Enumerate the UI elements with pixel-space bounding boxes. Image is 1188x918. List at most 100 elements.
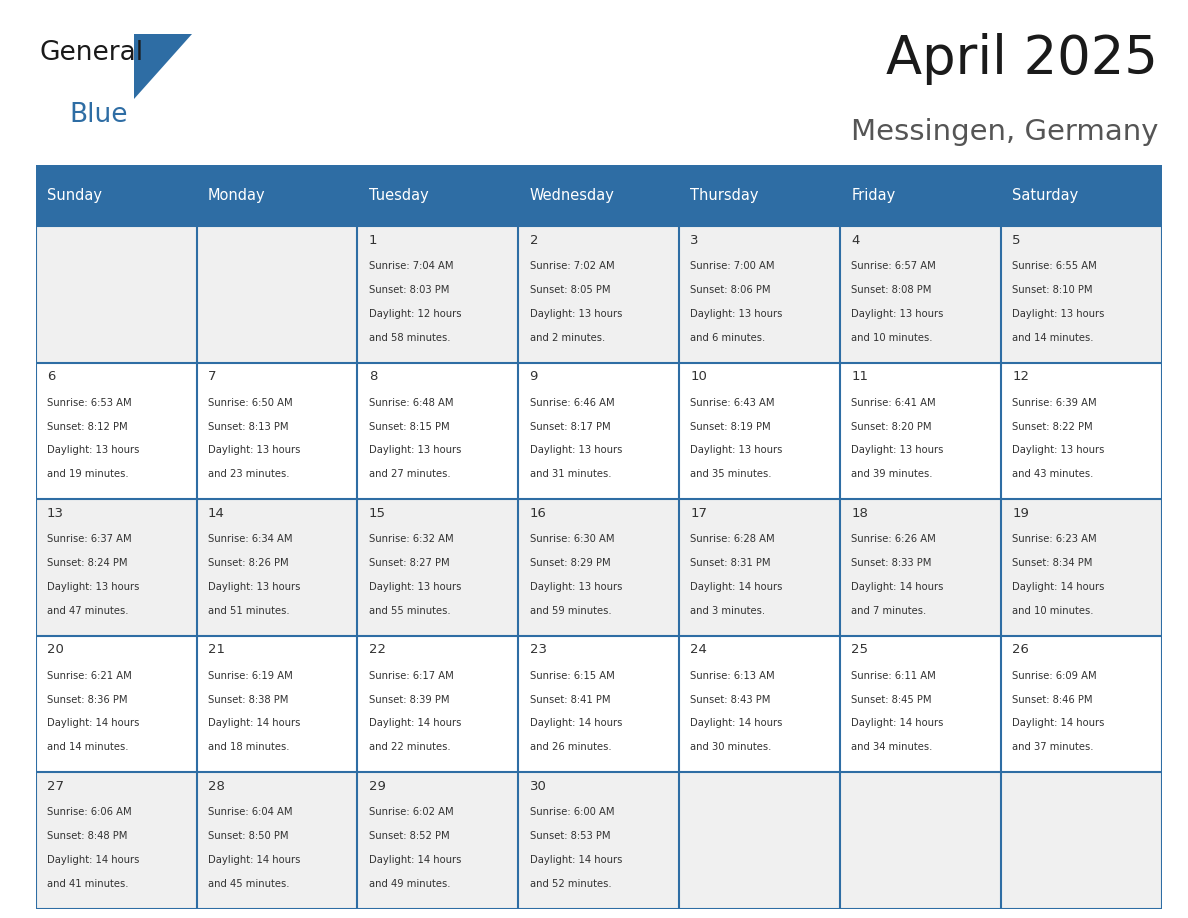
- Text: 30: 30: [530, 779, 546, 793]
- Bar: [36, 636, 1162, 772]
- Text: Thursday: Thursday: [690, 188, 759, 203]
- Text: and 51 minutes.: and 51 minutes.: [208, 606, 290, 616]
- Text: Sunset: 8:12 PM: Sunset: 8:12 PM: [46, 421, 127, 431]
- Text: Sunset: 8:10 PM: Sunset: 8:10 PM: [1012, 285, 1093, 295]
- Text: Daylight: 13 hours: Daylight: 13 hours: [46, 445, 139, 455]
- Text: Daylight: 14 hours: Daylight: 14 hours: [368, 719, 461, 729]
- Text: Daylight: 14 hours: Daylight: 14 hours: [368, 855, 461, 865]
- Text: Daylight: 14 hours: Daylight: 14 hours: [208, 855, 301, 865]
- Text: Daylight: 13 hours: Daylight: 13 hours: [530, 582, 623, 592]
- Text: Daylight: 12 hours: Daylight: 12 hours: [368, 308, 461, 319]
- Text: Sunset: 8:46 PM: Sunset: 8:46 PM: [1012, 695, 1093, 705]
- Text: Monday: Monday: [208, 188, 265, 203]
- Text: Sunset: 8:45 PM: Sunset: 8:45 PM: [852, 695, 931, 705]
- Text: Sunset: 8:38 PM: Sunset: 8:38 PM: [208, 695, 289, 705]
- Text: Sunset: 8:48 PM: Sunset: 8:48 PM: [46, 831, 127, 841]
- Text: Sunrise: 6:39 AM: Sunrise: 6:39 AM: [1012, 397, 1097, 408]
- Text: 1: 1: [368, 234, 377, 247]
- Text: Sunrise: 6:53 AM: Sunrise: 6:53 AM: [46, 397, 132, 408]
- Text: and 18 minutes.: and 18 minutes.: [208, 743, 290, 753]
- Text: Sunrise: 7:04 AM: Sunrise: 7:04 AM: [368, 261, 453, 271]
- Text: Sunrise: 7:00 AM: Sunrise: 7:00 AM: [690, 261, 775, 271]
- Text: 28: 28: [208, 779, 225, 793]
- Text: 3: 3: [690, 234, 699, 247]
- Text: 23: 23: [530, 644, 546, 656]
- Text: 11: 11: [852, 370, 868, 383]
- Text: Sunset: 8:33 PM: Sunset: 8:33 PM: [852, 558, 931, 568]
- Text: Sunrise: 6:50 AM: Sunrise: 6:50 AM: [208, 397, 292, 408]
- Text: and 23 minutes.: and 23 minutes.: [208, 469, 290, 479]
- Text: and 43 minutes.: and 43 minutes.: [1012, 469, 1094, 479]
- Bar: [36, 363, 1162, 499]
- Text: Daylight: 13 hours: Daylight: 13 hours: [852, 445, 943, 455]
- Text: 15: 15: [368, 507, 386, 520]
- Text: Daylight: 13 hours: Daylight: 13 hours: [530, 308, 623, 319]
- Text: 7: 7: [208, 370, 216, 383]
- Text: and 52 minutes.: and 52 minutes.: [530, 879, 611, 889]
- Text: Sunrise: 6:06 AM: Sunrise: 6:06 AM: [46, 807, 132, 817]
- Text: Sunset: 8:31 PM: Sunset: 8:31 PM: [690, 558, 771, 568]
- Text: and 58 minutes.: and 58 minutes.: [368, 333, 450, 342]
- Bar: [36, 226, 1162, 363]
- Text: Daylight: 14 hours: Daylight: 14 hours: [46, 719, 139, 729]
- Text: 5: 5: [1012, 234, 1020, 247]
- Text: Daylight: 13 hours: Daylight: 13 hours: [530, 445, 623, 455]
- Text: Sunset: 8:08 PM: Sunset: 8:08 PM: [852, 285, 931, 295]
- Text: Daylight: 13 hours: Daylight: 13 hours: [368, 445, 461, 455]
- Text: Sunset: 8:24 PM: Sunset: 8:24 PM: [46, 558, 127, 568]
- Text: Daylight: 13 hours: Daylight: 13 hours: [368, 582, 461, 592]
- Text: Sunset: 8:43 PM: Sunset: 8:43 PM: [690, 695, 771, 705]
- Text: 25: 25: [852, 644, 868, 656]
- Text: and 30 minutes.: and 30 minutes.: [690, 743, 772, 753]
- Text: 6: 6: [46, 370, 56, 383]
- Text: 13: 13: [46, 507, 64, 520]
- Polygon shape: [134, 33, 191, 99]
- Text: Sunset: 8:29 PM: Sunset: 8:29 PM: [530, 558, 611, 568]
- Text: Daylight: 13 hours: Daylight: 13 hours: [46, 582, 139, 592]
- Text: Messingen, Germany: Messingen, Germany: [851, 118, 1158, 147]
- Text: and 35 minutes.: and 35 minutes.: [690, 469, 772, 479]
- Text: Daylight: 13 hours: Daylight: 13 hours: [852, 308, 943, 319]
- Text: and 39 minutes.: and 39 minutes.: [852, 469, 933, 479]
- Text: Daylight: 14 hours: Daylight: 14 hours: [530, 855, 623, 865]
- Text: Daylight: 14 hours: Daylight: 14 hours: [852, 719, 943, 729]
- Text: and 31 minutes.: and 31 minutes.: [530, 469, 611, 479]
- Text: and 14 minutes.: and 14 minutes.: [46, 743, 128, 753]
- Text: and 55 minutes.: and 55 minutes.: [368, 606, 450, 616]
- Text: Wednesday: Wednesday: [530, 188, 614, 203]
- Text: Sunrise: 6:46 AM: Sunrise: 6:46 AM: [530, 397, 614, 408]
- Text: and 27 minutes.: and 27 minutes.: [368, 469, 450, 479]
- Text: Sunrise: 6:32 AM: Sunrise: 6:32 AM: [368, 534, 454, 544]
- Text: and 49 minutes.: and 49 minutes.: [368, 879, 450, 889]
- Text: Sunset: 8:36 PM: Sunset: 8:36 PM: [46, 695, 127, 705]
- Text: and 10 minutes.: and 10 minutes.: [852, 333, 933, 342]
- Text: Sunset: 8:15 PM: Sunset: 8:15 PM: [368, 421, 449, 431]
- Text: 24: 24: [690, 644, 707, 656]
- Text: Sunrise: 6:15 AM: Sunrise: 6:15 AM: [530, 671, 614, 680]
- Text: Sunset: 8:53 PM: Sunset: 8:53 PM: [530, 831, 611, 841]
- Text: 4: 4: [852, 234, 860, 247]
- Text: 22: 22: [368, 644, 386, 656]
- Text: and 45 minutes.: and 45 minutes.: [208, 879, 290, 889]
- Text: and 41 minutes.: and 41 minutes.: [46, 879, 128, 889]
- Text: Sunrise: 7:02 AM: Sunrise: 7:02 AM: [530, 261, 614, 271]
- Text: 17: 17: [690, 507, 708, 520]
- Text: and 2 minutes.: and 2 minutes.: [530, 333, 605, 342]
- Text: Sunrise: 6:57 AM: Sunrise: 6:57 AM: [852, 261, 936, 271]
- Text: Sunday: Sunday: [46, 188, 102, 203]
- Text: General: General: [39, 39, 144, 66]
- Text: Sunrise: 6:43 AM: Sunrise: 6:43 AM: [690, 397, 775, 408]
- Text: 9: 9: [530, 370, 538, 383]
- Text: Sunset: 8:39 PM: Sunset: 8:39 PM: [368, 695, 449, 705]
- Text: Daylight: 14 hours: Daylight: 14 hours: [46, 855, 139, 865]
- Text: and 6 minutes.: and 6 minutes.: [690, 333, 766, 342]
- Text: Sunrise: 6:00 AM: Sunrise: 6:00 AM: [530, 807, 614, 817]
- Text: Daylight: 14 hours: Daylight: 14 hours: [530, 719, 623, 729]
- Text: Sunset: 8:50 PM: Sunset: 8:50 PM: [208, 831, 289, 841]
- Text: Daylight: 13 hours: Daylight: 13 hours: [690, 308, 783, 319]
- Text: 26: 26: [1012, 644, 1029, 656]
- Text: 29: 29: [368, 779, 386, 793]
- Text: 21: 21: [208, 644, 225, 656]
- Text: Sunrise: 6:28 AM: Sunrise: 6:28 AM: [690, 534, 775, 544]
- Text: Daylight: 13 hours: Daylight: 13 hours: [690, 445, 783, 455]
